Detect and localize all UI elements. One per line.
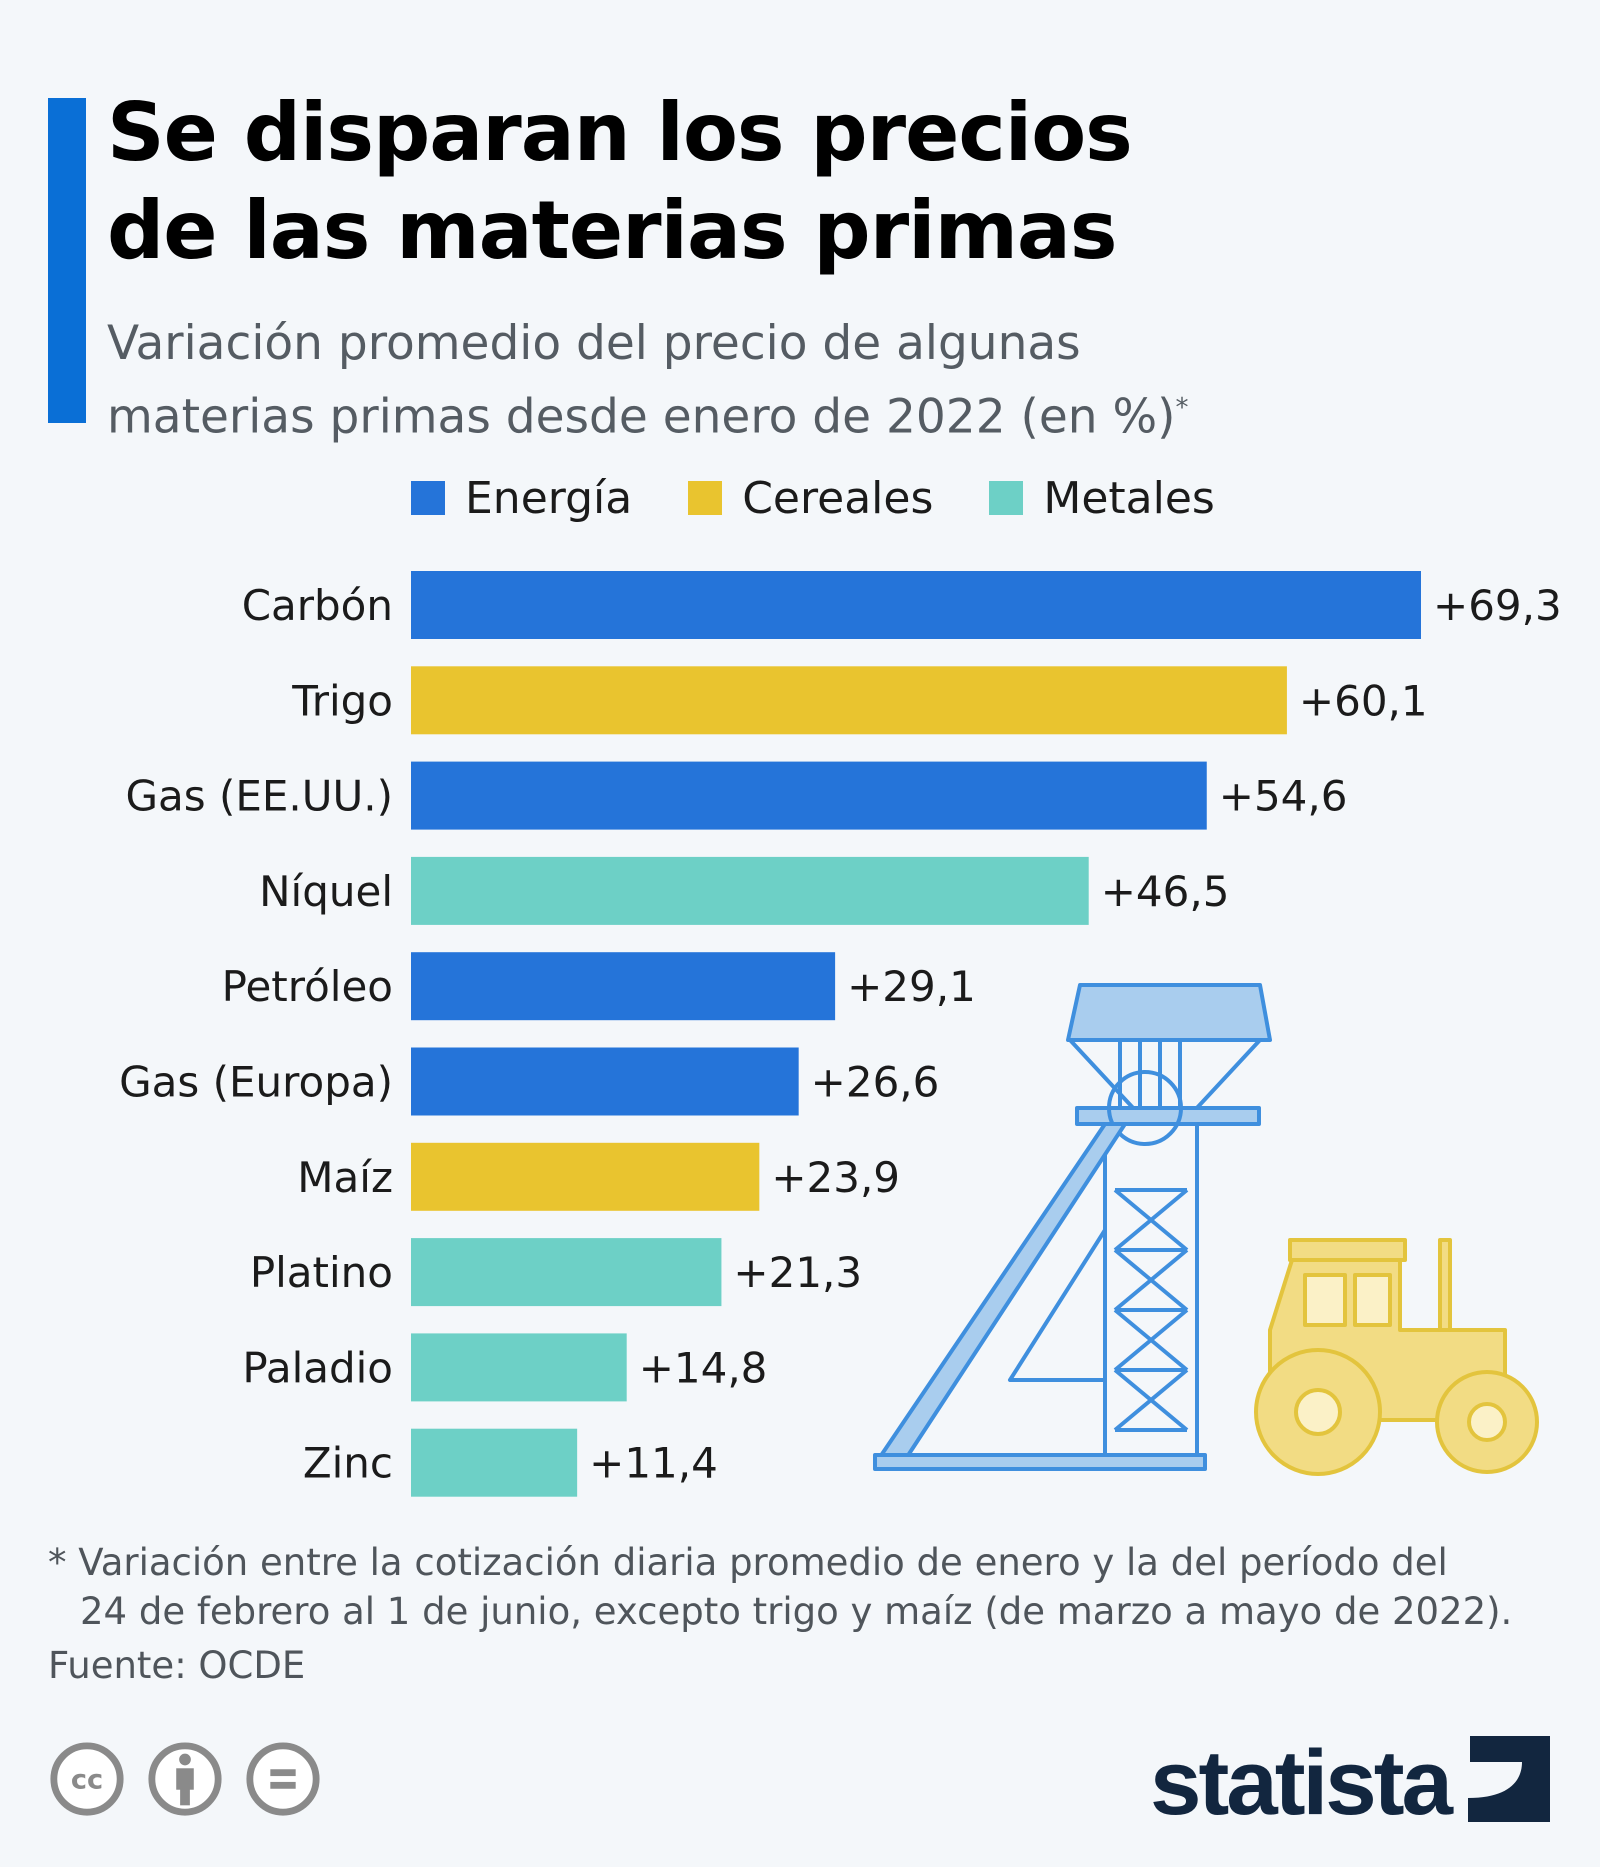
value-label: +23,9 <box>771 1153 900 1202</box>
tractor-illustration <box>1254 1238 1539 1476</box>
legend-swatch <box>688 481 723 515</box>
bar-4 <box>411 952 836 1021</box>
subtitle-line-1: Variación promedio del precio de algunas <box>107 316 1081 371</box>
category-label: Gas (EE.UU.) <box>125 772 393 821</box>
value-label: +46,5 <box>1101 867 1230 916</box>
chart-title: Se disparan los precios de las materias … <box>107 84 1133 280</box>
svg-text:statista: statista <box>1150 1732 1454 1824</box>
legend-item-cereales: Cereales <box>688 473 933 524</box>
source-label: Fuente: OCDE <box>48 1644 306 1687</box>
category-label: Carbón <box>242 581 393 630</box>
value-label: +29,1 <box>847 962 976 1011</box>
value-label: +60,1 <box>1299 676 1428 725</box>
value-label: +14,8 <box>639 1343 768 1392</box>
bar-1 <box>411 666 1287 735</box>
svg-text:cc: cc <box>71 1765 103 1796</box>
footnote-line-1: * Variación entre la cotización diaria p… <box>48 1541 1448 1584</box>
category-label: Zinc <box>303 1439 393 1488</box>
category-label: Platino <box>250 1248 393 1297</box>
value-label: +21,3 <box>733 1248 862 1297</box>
mine-headframe-illustration <box>873 983 1272 1471</box>
chart-subtitle: Variación promedio del precio de algunas… <box>107 312 1189 450</box>
bar-2 <box>411 761 1207 830</box>
category-label: Petróleo <box>222 962 393 1011</box>
bar-9 <box>411 1428 578 1497</box>
bar-0 <box>411 571 1421 639</box>
legend-swatch <box>989 481 1024 515</box>
category-label: Trigo <box>291 676 393 725</box>
legend-item-energia: Energía <box>411 473 632 524</box>
category-label: Paladio <box>242 1343 393 1392</box>
title-line-2: de las materias primas <box>107 184 1118 277</box>
bar-8 <box>411 1333 627 1402</box>
value-label: +69,3 <box>1433 581 1562 630</box>
bar-6 <box>411 1142 760 1211</box>
footnote-line-2: 24 de febrero al 1 de junio, excepto tri… <box>80 1590 1513 1633</box>
value-label: +26,6 <box>811 1058 940 1107</box>
category-label: Gas (Europa) <box>119 1058 393 1107</box>
cc-icon[interactable]: cc <box>48 1740 126 1818</box>
legend-label: Energía <box>465 472 633 524</box>
legend-item-metales: Metales <box>989 472 1215 524</box>
category-label: Níquel <box>259 867 393 916</box>
title-line-1: Se disparan los precios <box>107 86 1133 179</box>
no-derivatives-icon[interactable] <box>244 1740 322 1818</box>
footnote-mark: * <box>1175 393 1189 423</box>
legend-label: Metales <box>1043 472 1215 524</box>
legend: Energía Cereales Metales <box>411 470 1271 526</box>
title-accent-bar <box>48 98 86 423</box>
statista-logo: statista <box>1150 1732 1550 1824</box>
category-label: Maíz <box>297 1153 393 1202</box>
attribution-icon[interactable] <box>146 1740 224 1818</box>
legend-swatch <box>411 481 445 515</box>
value-label: +54,6 <box>1219 772 1348 821</box>
legend-label: Cereales <box>742 472 934 524</box>
license-icons: cc <box>48 1740 322 1818</box>
bar-7 <box>411 1238 722 1307</box>
bar-5 <box>411 1047 799 1116</box>
bar-3 <box>411 856 1089 925</box>
footnote: * Variación entre la cotización diaria p… <box>48 1538 1512 1636</box>
value-label: +11,4 <box>589 1439 718 1488</box>
subtitle-line-2: materias primas desde enero de 2022 (en … <box>107 389 1176 445</box>
